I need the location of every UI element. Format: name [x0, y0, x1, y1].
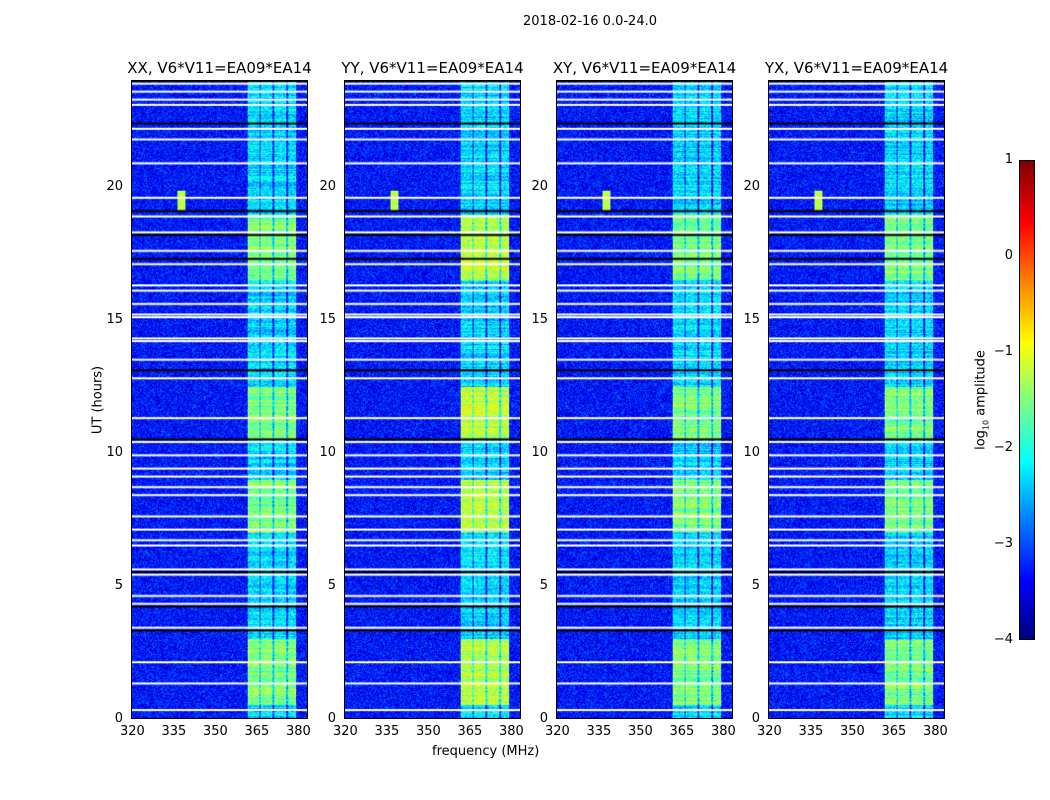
y-tick-label: 15: [743, 311, 760, 327]
x-tick-label: 365: [881, 724, 907, 739]
x-tick-label: 335: [374, 724, 400, 739]
x-tick-label: 320: [545, 724, 570, 739]
y-tick-label: 10: [743, 444, 760, 460]
x-tick-label: 365: [669, 724, 695, 739]
colorbar-tick-label: −1: [993, 344, 1013, 359]
panel-title: XY, V6*V11=EA09*EA14: [552, 59, 737, 77]
y-tick-label: 10: [106, 444, 123, 460]
panel-title: XX, V6*V11=EA09*EA14: [127, 59, 312, 77]
y-tick-label: 0: [114, 711, 123, 726]
heatmap-image: [557, 81, 732, 718]
y-tick-label: 10: [319, 444, 336, 460]
colorbar-tick-label: 0: [1004, 248, 1013, 263]
x-tick-label: 350: [202, 724, 228, 739]
y-tick-label: 0: [539, 711, 548, 726]
figure-title: 2018-02-16 0.0-24.0: [523, 14, 657, 29]
x-tick-label: 365: [244, 724, 270, 739]
heatmap-panel: [768, 80, 945, 719]
x-tick-label: 335: [161, 724, 187, 739]
x-tick-label: 320: [120, 724, 145, 739]
y-tick-label: 5: [751, 577, 760, 593]
x-tick-label: 335: [798, 724, 824, 739]
y-tick-label: 20: [743, 178, 760, 194]
heatmap-image: [769, 81, 944, 718]
x-tick-label: 380: [285, 724, 311, 739]
y-tick-label: 15: [319, 311, 336, 327]
x-tick-label: 320: [757, 724, 782, 739]
y-tick-label: 15: [531, 311, 548, 327]
y-axis-label: UT (hours): [90, 365, 106, 435]
y-tick-label: 15: [106, 311, 123, 327]
colorbar: [1019, 160, 1035, 640]
colorbar-tick-label: −2: [993, 440, 1013, 455]
y-tick-label: 20: [531, 178, 548, 194]
x-tick-label: 380: [498, 724, 524, 739]
x-tick-label: 320: [333, 724, 358, 739]
x-tick-label: 365: [457, 724, 483, 739]
y-tick-label: 20: [319, 178, 336, 194]
y-tick-label: 5: [114, 577, 123, 593]
x-tick-label: 350: [415, 724, 441, 739]
heatmap-panel: [556, 80, 733, 719]
x-tick-label: 335: [586, 724, 612, 739]
colorbar-tick-label: −4: [993, 632, 1013, 647]
colorbar-label: log10 amplitude: [973, 350, 991, 450]
y-tick-label: 0: [327, 711, 336, 726]
heatmap-image: [345, 81, 520, 718]
x-tick-label: 350: [627, 724, 653, 739]
heatmap-image: [132, 81, 307, 718]
y-tick-label: 20: [106, 178, 123, 194]
colorbar-tick-label: 1: [1004, 152, 1013, 167]
x-tick-label: 350: [839, 724, 865, 739]
panel-title: YX, V6*V11=EA09*EA14: [764, 59, 949, 77]
x-axis-label: frequency (MHz): [432, 744, 540, 759]
heatmap-panel: [344, 80, 521, 719]
x-tick-label: 380: [710, 724, 736, 739]
y-tick-label: 5: [327, 577, 336, 593]
heatmap-panel: [131, 80, 308, 719]
x-tick-label: 380: [922, 724, 948, 739]
panel-title: YY, V6*V11=EA09*EA14: [341, 59, 524, 77]
y-tick-label: 5: [539, 577, 548, 593]
y-tick-label: 10: [531, 444, 548, 460]
colorbar-tick-label: −3: [993, 536, 1013, 551]
y-tick-label: 0: [751, 711, 760, 726]
